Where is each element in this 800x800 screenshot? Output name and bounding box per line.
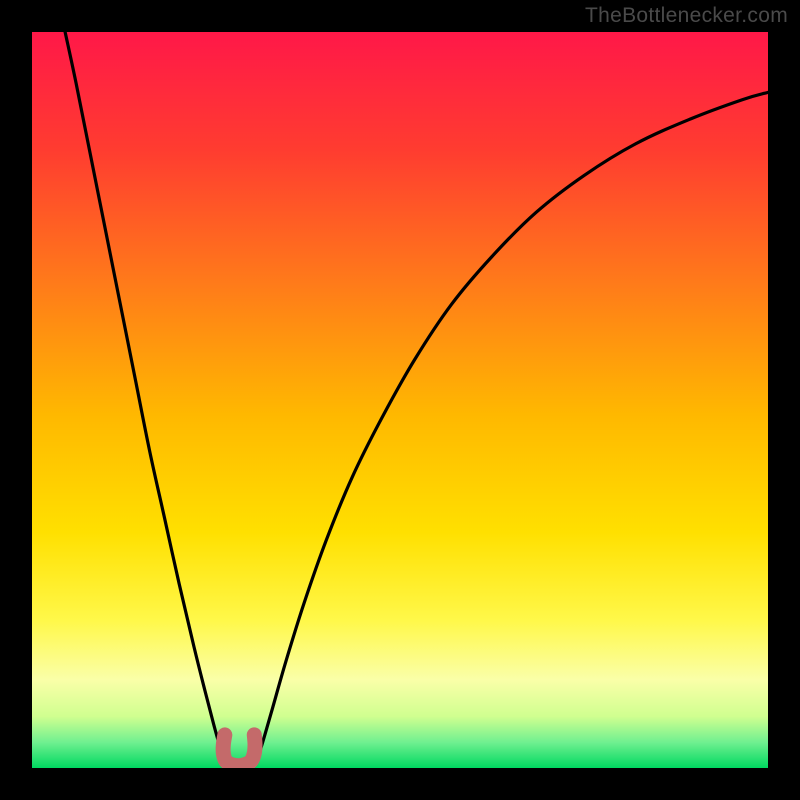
optimal-marker — [32, 32, 768, 768]
chart-container: TheBottlenecker.com — [0, 0, 800, 800]
watermark-text: TheBottlenecker.com — [585, 4, 788, 28]
plot-area — [32, 32, 768, 768]
